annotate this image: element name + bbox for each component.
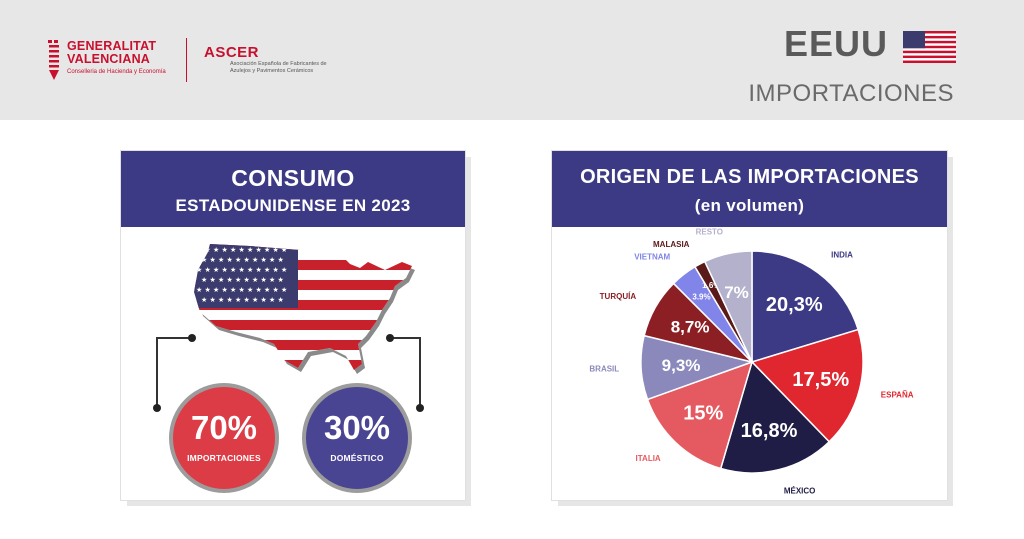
svg-text:★ ★ ★ ★ ★ ★ ★ ★ ★ ★ ★: ★ ★ ★ ★ ★ ★ ★ ★ ★ ★ ★ (196, 286, 287, 294)
generalitat-line1: GENERALITAT (67, 39, 157, 53)
pie-value-vietnam: 3.9% (692, 293, 710, 302)
pie-value-india: 20,3% (766, 294, 823, 316)
pie-value-italia: 15% (683, 403, 723, 425)
pie-label-resto: RESTO (696, 228, 723, 237)
pie-slice-resto (703, 250, 753, 363)
page-subtitle: IMPORTACIONES (748, 80, 954, 107)
origin-pie-chart: 20,3% INDIA 17,5% ESPAÑA 16,8% MÉXICO 15% ITALI… (589, 228, 914, 496)
svg-text:★ ★ ★ ★ ★ ★ ★ ★ ★ ★ ★: ★ ★ ★ ★ ★ ★ ★ ★ ★ ★ ★ (196, 246, 287, 254)
ascer-logo-subtitle: Asociación Española de Fabricantes de Az… (230, 61, 327, 74)
svg-text:★ ★ ★ ★ ★ ★ ★ ★ ★ ★: ★ ★ ★ ★ ★ ★ ★ ★ ★ ★ (201, 296, 284, 304)
usa-flag-map-icon: ★ ★ ★ ★ ★ ★ ★ ★ ★ ★ ★ ★ ★ ★ ★ ★ ★ ★ ★ ★ … (194, 244, 415, 374)
pie-value-brasil: 9,3% (662, 356, 701, 375)
pie-value-turquia: 8,7% (671, 318, 710, 337)
map-connector-lines (153, 334, 424, 412)
header-band: GENERALITAT VALENCIANA Conselleria de Ha… (0, 0, 1024, 120)
consumo-subtitle: ESTADOUNIDENSE EN 2023 (175, 196, 411, 215)
domestico-bubble: 30% DOMÉSTICO (302, 383, 412, 493)
svg-text:★ ★ ★ ★ ★ ★ ★ ★ ★ ★ ★: ★ ★ ★ ★ ★ ★ ★ ★ ★ ★ ★ (196, 266, 287, 274)
us-flag-icon (903, 31, 956, 63)
domestico-value: 30% (323, 409, 391, 446)
pie-label-malasia: MALASIA (653, 240, 690, 249)
generalitat-logo-icon (48, 40, 59, 80)
pie-value-espana: 17,5% (792, 369, 849, 391)
pie-label-mexico: MÉXICO (784, 487, 816, 496)
importaciones-value: 70% (190, 409, 258, 446)
domestico-label: DOMÉSTICO (330, 453, 384, 463)
pie-slice-india (751, 250, 860, 364)
origen-subtitle: (en volumen) (694, 196, 805, 215)
importaciones-bubble: 70% IMPORTACIONES (169, 383, 279, 493)
country-title: EEUU (783, 23, 888, 64)
consumo-title: CONSUMO (231, 165, 355, 191)
pie-value-malasia: 1,6% (702, 281, 720, 290)
pie-label-turquia: TURQUÍA (600, 292, 637, 301)
logo-divider (186, 38, 187, 82)
pie-slice-espana (750, 328, 864, 443)
pie-label-india: INDIA (831, 251, 853, 260)
svg-text:★ ★ ★ ★ ★ ★ ★ ★ ★ ★: ★ ★ ★ ★ ★ ★ ★ ★ ★ ★ (201, 276, 284, 284)
origen-card-header: ORIGEN DE LAS IMPORTACIONES (en volumen) (552, 151, 947, 227)
origen-title: ORIGEN DE LAS IMPORTACIONES (580, 166, 919, 188)
generalitat-line3: Conselleria de Hacienda y Economía (67, 69, 166, 75)
pie-label-brasil: BRASIL (589, 364, 619, 373)
pie-value-resto: 7% (724, 283, 749, 302)
ascer-logo-name: ASCER (204, 44, 260, 61)
pie-label-vietnam: VIETNAM (634, 253, 670, 262)
pie-slice-mexico (719, 360, 831, 474)
consumo-card-header: CONSUMO ESTADOUNIDENSE EN 2023 (121, 151, 465, 227)
generalitat-line2: VALENCIANA (67, 52, 151, 66)
importaciones-label: IMPORTACIONES (187, 453, 261, 463)
pie-slice-italia (646, 360, 754, 470)
pie-label-italia: ITALIA (636, 454, 661, 463)
pie-label-espana: ESPAÑA (881, 391, 914, 400)
svg-text:★ ★ ★ ★ ★ ★ ★ ★ ★ ★: ★ ★ ★ ★ ★ ★ ★ ★ ★ ★ (201, 256, 284, 264)
pie-value-mexico: 16,8% (741, 420, 798, 442)
